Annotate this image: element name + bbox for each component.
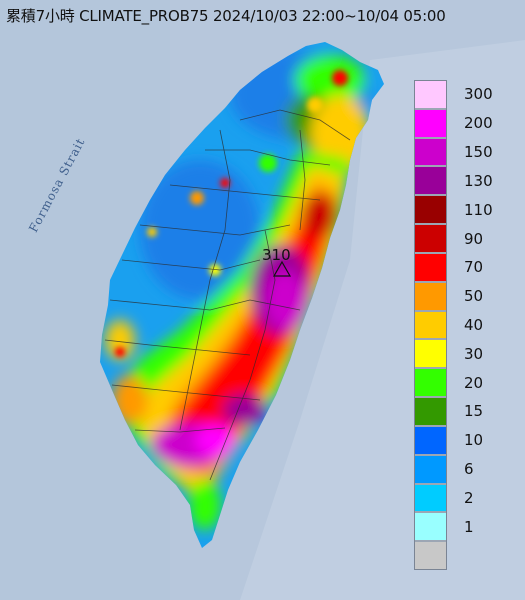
- legend-item: 300: [414, 80, 518, 109]
- legend-swatch: [414, 368, 447, 398]
- color-legend: 300 200 150 130 110 90 70 50 40 30 20 15 10 6 2 1: [414, 80, 518, 570]
- legend-item: 150: [414, 137, 518, 167]
- legend-swatch: [414, 195, 447, 225]
- legend-swatch: [414, 454, 447, 484]
- legend-item: 6: [414, 454, 518, 484]
- legend-item: 130: [414, 166, 518, 196]
- legend-swatch: [414, 541, 447, 570]
- legend-label: 70: [464, 258, 484, 277]
- legend-swatch: [414, 108, 447, 138]
- legend-swatch: [414, 80, 447, 109]
- legend-swatch: [414, 425, 447, 455]
- legend-item: 20: [414, 368, 518, 398]
- map-title: 累積7小時 CLIMATE_PROB75 2024/10/03 22:00~10…: [6, 7, 446, 25]
- legend-label: 30: [464, 344, 484, 363]
- legend-label: 200: [464, 114, 493, 133]
- legend-label: 40: [464, 315, 484, 334]
- legend-label: 300: [464, 85, 493, 104]
- legend-item: 1: [414, 512, 518, 542]
- legend-label: 50: [464, 287, 484, 306]
- legend-item: 50: [414, 281, 518, 311]
- legend-item: 110: [414, 195, 518, 225]
- legend-label: 130: [464, 171, 493, 190]
- legend-label: 15: [464, 402, 484, 421]
- legend-item: 70: [414, 252, 518, 282]
- legend-label: 2: [464, 488, 474, 507]
- rainfall-field: [105, 50, 370, 530]
- peak-value-label: 310: [262, 246, 291, 264]
- legend-swatch: [414, 483, 447, 513]
- boundary-lines: [104, 109, 351, 481]
- legend-label: 10: [464, 431, 484, 450]
- peak-marker-icon: [272, 260, 292, 277]
- legend-item: 30: [414, 339, 518, 369]
- legend-label: 20: [464, 373, 484, 392]
- legend-swatch: [414, 281, 447, 311]
- legend-swatch: [414, 166, 447, 196]
- legend-swatch: [414, 224, 447, 253]
- legend-item: 2: [414, 483, 518, 513]
- legend-swatch: [414, 512, 447, 542]
- pacific-terrain: [240, 40, 525, 600]
- legend-item: 90: [414, 224, 518, 253]
- legend-item: 10: [414, 425, 518, 455]
- legend-item: [414, 541, 518, 570]
- legend-item: 15: [414, 397, 518, 426]
- legend-swatch: [414, 310, 447, 340]
- legend-label: 150: [464, 143, 493, 162]
- legend-label: 90: [464, 229, 484, 248]
- legend-label: 6: [464, 460, 474, 479]
- legend-swatch: [414, 137, 447, 167]
- legend-swatch: [414, 397, 447, 426]
- legend-swatch: [414, 252, 447, 282]
- legend-item: 40: [414, 310, 518, 340]
- taiwan-island: [100, 42, 384, 548]
- legend-label: 1: [464, 517, 474, 536]
- legend-item: 200: [414, 108, 518, 138]
- legend-label: 110: [464, 200, 493, 219]
- legend-swatch: [414, 339, 447, 369]
